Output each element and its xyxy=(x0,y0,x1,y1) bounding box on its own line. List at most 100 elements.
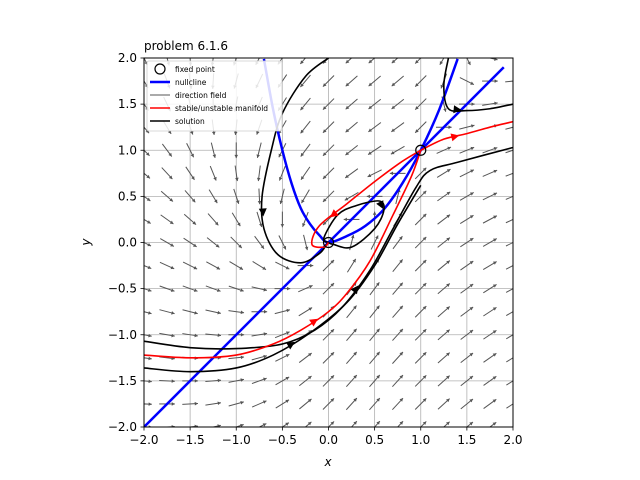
axis-ticks: −2.0 −1.5 −1.0 −0.5 0.0 0.5 1.0 1.5 2.0 −2.0 −1.5 −… xyxy=(108,51,523,447)
field-arrow-head xyxy=(194,333,198,338)
field-arrow-head xyxy=(285,376,290,381)
field-arrow-head xyxy=(237,222,241,227)
field-arrow-head xyxy=(239,266,243,270)
field-arrow-head xyxy=(390,150,395,155)
field-arrow-head xyxy=(343,217,347,222)
field-arrow-head xyxy=(469,329,474,334)
field-arrow-head xyxy=(262,266,266,270)
field-arrow-head xyxy=(282,245,287,250)
field-arrow-head xyxy=(262,423,267,427)
x-tick-label: −0.5 xyxy=(268,433,297,447)
field-arrow-head xyxy=(517,170,521,173)
field-arrow-head xyxy=(300,106,304,111)
solution-curve xyxy=(144,184,422,373)
field-arrow-head xyxy=(171,333,175,338)
field-arrow-head xyxy=(236,200,240,204)
field-arrow-head xyxy=(240,332,245,337)
field-arrow-head xyxy=(399,398,404,402)
field-arrow-head xyxy=(516,308,520,311)
field-arrow-head xyxy=(494,101,498,106)
field-arrow-head xyxy=(422,190,427,195)
field-arrow-head xyxy=(148,402,152,406)
field-arrow-head xyxy=(170,243,174,247)
field-arrow-head xyxy=(376,305,380,310)
field-arrow xyxy=(505,264,513,270)
field-arrow-head xyxy=(256,130,260,135)
field-arrow-head xyxy=(399,352,403,356)
fixed-point-marker xyxy=(322,236,335,249)
field-arrow-head xyxy=(469,215,474,219)
field-arrow-head xyxy=(169,198,173,202)
field-arrow-head xyxy=(285,399,290,404)
field-arrow-head xyxy=(168,152,172,157)
field-arrow-head xyxy=(415,83,419,87)
field-arrow-head xyxy=(307,421,312,426)
field-arrow-head xyxy=(301,199,305,204)
field-arrow-head xyxy=(376,421,380,425)
field-arrow-head xyxy=(278,153,282,158)
field-arrow-head xyxy=(470,192,474,196)
field-arrow xyxy=(505,172,513,177)
field-arrow-head xyxy=(240,400,244,405)
legend-marker xyxy=(154,63,166,75)
field-arrow-head xyxy=(192,243,197,247)
field-arrow-head xyxy=(492,399,497,403)
field-arrow xyxy=(505,311,513,317)
fixed-points xyxy=(322,144,427,249)
field-arrow-head xyxy=(169,220,174,224)
field-arrow-head xyxy=(192,221,197,225)
field-arrow-head xyxy=(353,351,357,356)
field-arrow-head xyxy=(194,424,198,427)
field-arrow-head xyxy=(446,421,450,426)
field-arrow-head xyxy=(345,82,350,87)
field-arrow-head xyxy=(492,353,497,357)
chart-title: problem 6.1.6 xyxy=(144,39,228,53)
field-arrow-head xyxy=(492,330,497,334)
field-arrow-head xyxy=(352,258,356,263)
manifolds xyxy=(144,120,513,359)
field-arrow-head xyxy=(399,282,403,287)
field-arrow-head xyxy=(194,379,198,383)
field-arrow-head xyxy=(372,211,377,215)
field-arrow-head xyxy=(440,84,444,89)
field-arrow-head xyxy=(171,424,175,427)
field-arrow-head xyxy=(147,220,151,224)
field-arrow-head xyxy=(353,375,357,379)
field-arrow-head xyxy=(238,244,242,249)
field-arrow-head xyxy=(415,129,419,133)
field-arrow-head xyxy=(147,288,152,292)
y-tick-label: −1.5 xyxy=(108,374,137,388)
field-arrow-head xyxy=(194,401,198,406)
field-arrow-head xyxy=(516,262,520,265)
field-arrow-head xyxy=(399,375,403,379)
field-arrow-head xyxy=(467,61,471,66)
field-arrow-head xyxy=(469,352,474,357)
field-arrow-head xyxy=(422,352,427,356)
field-arrow-head xyxy=(399,236,403,240)
field-arrow-head xyxy=(216,266,221,270)
field-arrow-head xyxy=(516,331,520,334)
field-arrow-head xyxy=(470,169,474,173)
field-arrow-head xyxy=(310,263,314,268)
field-arrow-head xyxy=(330,398,335,402)
solution-curve xyxy=(260,58,330,264)
field-arrow-head xyxy=(471,102,475,106)
manifold-arrow xyxy=(329,209,339,218)
field-arrow-head xyxy=(493,215,497,219)
field-arrow-head xyxy=(367,173,372,177)
field-arrow-head xyxy=(469,306,474,311)
field-arrow-head xyxy=(518,56,521,60)
field-arrow-head xyxy=(493,146,498,151)
field-arrow-head xyxy=(353,305,357,310)
field-arrow-head xyxy=(469,422,473,426)
field-arrow-head xyxy=(494,58,498,61)
legend: fixed point nullcline direction field stabl… xyxy=(146,60,283,132)
field-arrow-head xyxy=(322,198,327,202)
field-arrow-head xyxy=(345,151,350,156)
field-arrow-head xyxy=(353,398,357,402)
field-arrow-head xyxy=(146,174,150,179)
field-arrow-head xyxy=(422,260,427,264)
field-arrow-head xyxy=(422,329,427,333)
field-arrow-head xyxy=(233,131,238,135)
